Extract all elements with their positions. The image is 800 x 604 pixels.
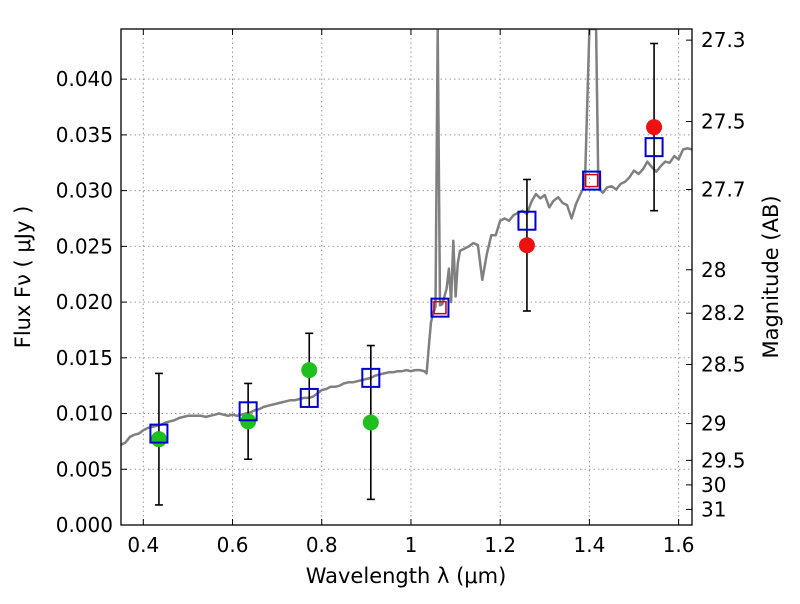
y-tick-label: 0.035 [56,123,113,147]
y2-tick-label: 28 [701,258,726,282]
y2-tick-label: 29 [701,412,726,436]
y-tick-label: 0.010 [56,402,113,426]
y-tick-label: 0.015 [56,346,113,370]
green-data-point [150,431,167,448]
model-inner-marker [433,300,447,315]
model-square-marker [299,387,319,408]
model-square-marker [361,367,381,388]
x-tick-label: 1.4 [573,533,605,557]
y-tick-label: 0.030 [56,179,113,203]
x-tick-label: 0.8 [306,533,338,557]
model-square-marker [238,401,258,422]
y2-tick-label: 27.5 [701,110,746,134]
y2-axis-label: Magnitude (AB) [759,195,783,358]
x-tick-label: 0.6 [217,533,249,557]
green-data-point [301,362,318,379]
x-axis-label: Wavelength λ (μm) [306,564,507,588]
y-axis-label: Flux Fν ( μJy ) [11,206,35,349]
green-data-point [362,414,379,431]
y2-tick-label: 27.3 [701,28,746,52]
model-square-marker [582,170,602,191]
model-inner-marker [584,173,599,188]
x-tick-label: 1.2 [484,533,516,557]
plot-area [121,29,692,506]
y-tick-label: 0.020 [56,290,113,314]
y-tick-label: 0.025 [56,234,113,258]
y-tick-label: 0.005 [56,457,113,481]
plot-frame [120,28,693,526]
model-square-marker [517,210,537,231]
y2-tick-label: 31 [701,497,726,521]
y2-tick-label: 28.2 [701,301,746,325]
x-tick-label: 1 [405,533,418,557]
red-data-point [518,237,535,254]
green-data-point [240,413,257,430]
y2-tick-label: 30 [701,473,726,497]
y2-tick-label: 29.5 [701,448,746,472]
y2-tick-label: 28.5 [701,352,746,376]
red-data-point [646,119,663,136]
ticks: 0.4 0.6 0.8 1 1.2 1.4 1.6 0.000 0.005 0.010 0.015 0… [56,28,746,557]
y2-tick-label: 27.7 [701,178,746,202]
x-tick-label: 1.6 [663,533,695,557]
y-tick-label: 0.040 [56,67,113,91]
grid [121,29,692,525]
x-tick-label: 0.4 [127,533,159,557]
model-square-marker [644,137,664,158]
model-square-marker [430,297,450,318]
y-tick-label: 0.000 [56,513,113,537]
model-square-marker [149,423,169,444]
spectrum-line [121,29,692,446]
